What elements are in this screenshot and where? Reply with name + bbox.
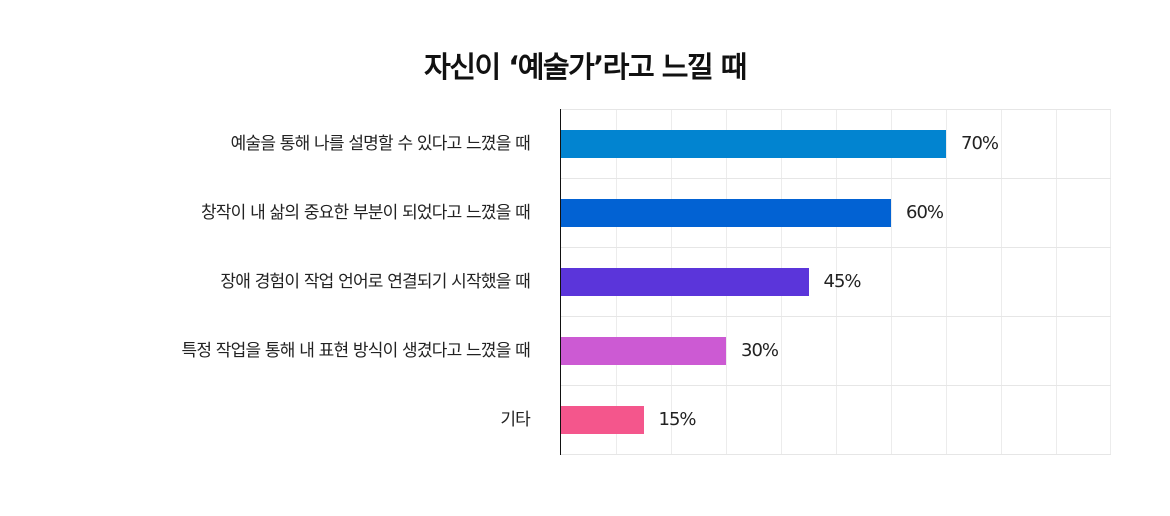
category-label: 기타: [500, 410, 530, 430]
gridline-h: [561, 178, 1111, 179]
category-label: 예술을 통해 나를 설명할 수 있다고 느꼈을 때: [230, 134, 531, 154]
gridline-v: [946, 109, 947, 454]
bar[interactable]: [561, 337, 726, 365]
bar[interactable]: [561, 268, 809, 296]
gridline-h: [561, 454, 1111, 455]
category-label: 창작이 내 삶의 중요한 부분이 되었다고 느꼈을 때: [200, 203, 531, 223]
value-label: 70%: [961, 133, 999, 154]
value-label: 45%: [823, 271, 862, 292]
gridline-h: [561, 109, 1111, 110]
plot-area: 70% 60% 45% 30% 15%: [561, 109, 1111, 455]
chart-title: 자신이 ‘예술가’라고 느낄 때: [424, 50, 747, 84]
value-label: 30%: [741, 340, 779, 361]
gridline-v: [1110, 109, 1111, 454]
bar[interactable]: [561, 199, 891, 227]
value-label: 15%: [658, 409, 697, 430]
gridline-h: [561, 385, 1111, 386]
gridline-h: [561, 247, 1111, 248]
bar[interactable]: [561, 130, 946, 158]
gridline-h: [561, 316, 1111, 317]
category-label: 특정 작업을 통해 내 표현 방식이 생겼다고 느꼈을 때: [181, 341, 531, 361]
gridline-v: [1001, 109, 1002, 454]
category-label: 장애 경험이 작업 언어로 연결되기 시작했을 때: [220, 272, 530, 292]
value-label: 60%: [906, 202, 944, 223]
gridline-v: [836, 109, 837, 454]
gridline-v: [891, 109, 892, 454]
y-axis-line: [560, 109, 561, 455]
bar[interactable]: [561, 406, 644, 434]
gridline-v: [1056, 109, 1057, 454]
